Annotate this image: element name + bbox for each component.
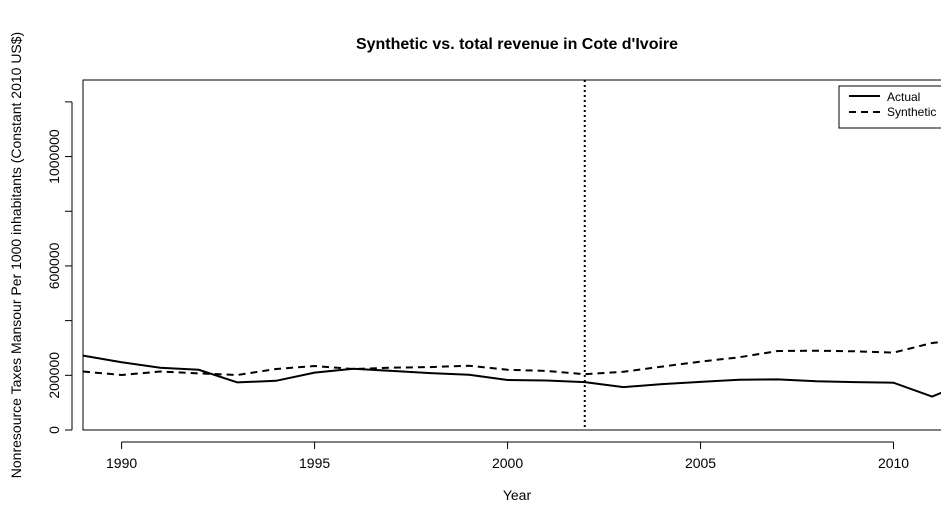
y-tick-label: 1000000 xyxy=(46,129,62,184)
series-line-actual xyxy=(83,354,941,398)
plot-area xyxy=(82,79,941,431)
x-tick-label: 2010 xyxy=(878,455,909,471)
y-axis: 0 200000 600000 1000000 xyxy=(46,101,73,434)
x-axis: 1990 1995 2000 2005 2010 xyxy=(106,441,909,471)
x-tick-label: 1995 xyxy=(299,455,330,471)
legend-label-actual: Actual xyxy=(887,90,920,104)
chart-title: Synthetic vs. total revenue in Cote d'Iv… xyxy=(356,36,678,53)
legend: Actual Synthetic xyxy=(838,85,941,129)
y-axis-label: Nonresource Taxes Mansour Per 1000 inhab… xyxy=(8,32,24,478)
legend-box xyxy=(838,85,941,129)
x-tick-label: 1990 xyxy=(106,455,137,471)
y-tick-label: 0 xyxy=(46,426,62,434)
x-axis-label: Year xyxy=(503,487,532,503)
y-tick-label: 600000 xyxy=(46,242,62,289)
series-line-synthetic xyxy=(83,340,941,377)
x-tick-label: 2000 xyxy=(492,455,523,471)
series-layer xyxy=(83,340,941,398)
legend-label-synthetic: Synthetic xyxy=(887,105,936,119)
y-tick-label: 200000 xyxy=(46,352,62,399)
plot-frame xyxy=(82,79,941,431)
x-tick-label: 2005 xyxy=(685,455,716,471)
